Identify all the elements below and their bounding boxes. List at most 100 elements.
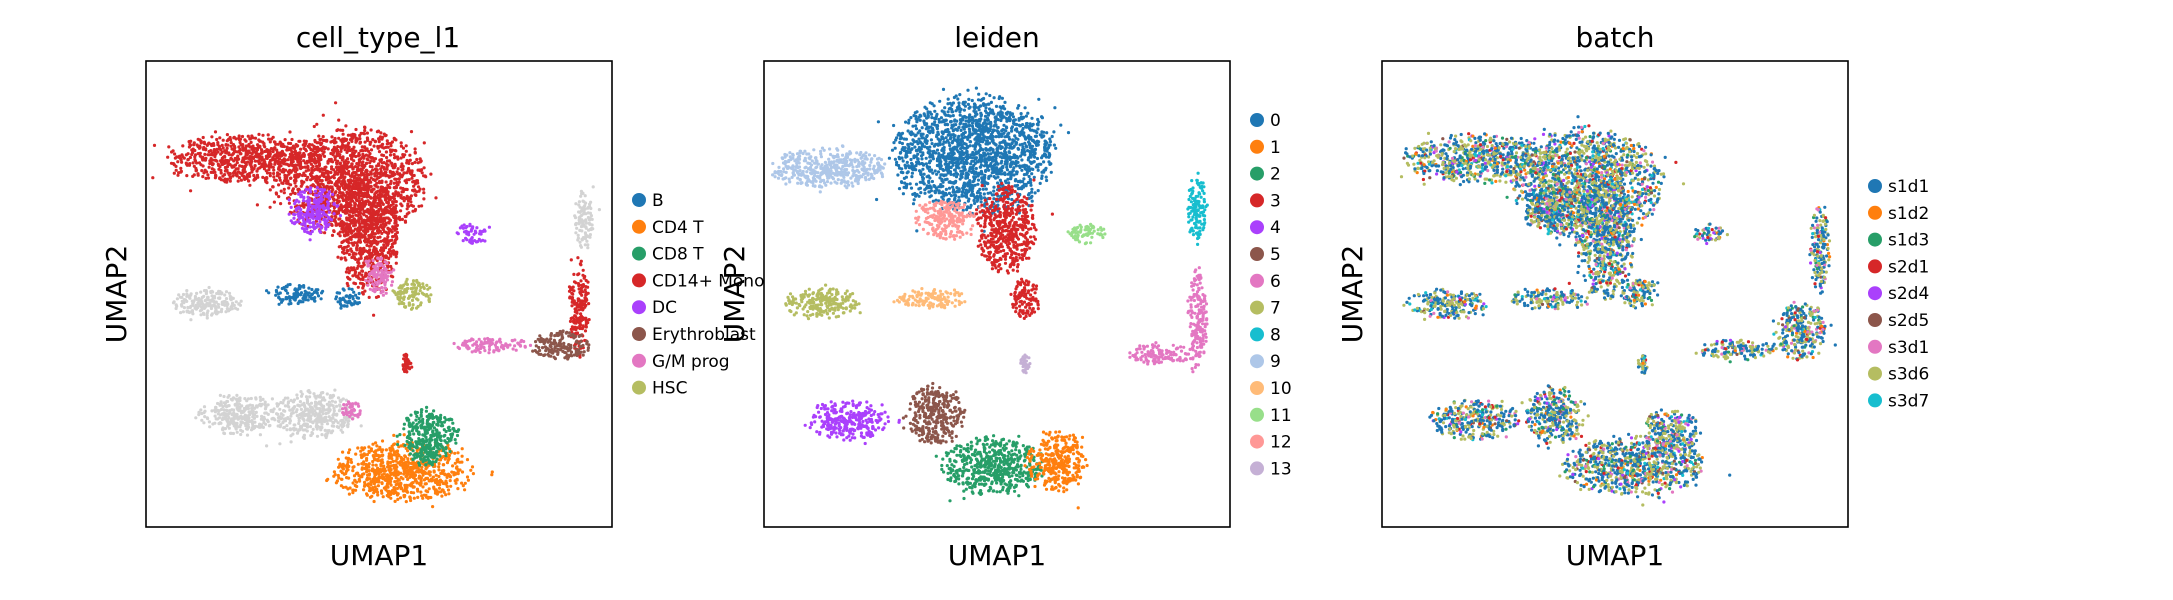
data-point <box>217 296 221 300</box>
data-point <box>481 229 485 233</box>
data-point <box>374 184 378 188</box>
data-point <box>481 238 485 242</box>
data-point <box>440 494 444 498</box>
data-point <box>384 269 388 273</box>
data-point <box>460 470 465 474</box>
data-point <box>181 144 185 148</box>
data-point <box>330 135 334 139</box>
data-point <box>373 219 377 223</box>
data-point <box>476 348 480 352</box>
data-point <box>300 173 305 178</box>
panel-title: cell_type_l1 <box>296 21 460 54</box>
data-point <box>365 453 369 457</box>
data-point <box>575 326 579 330</box>
data-point <box>350 255 354 260</box>
data-point <box>461 239 465 243</box>
data-point <box>458 460 462 464</box>
data-point <box>392 181 396 185</box>
data-point <box>392 226 396 230</box>
data-point <box>523 345 527 349</box>
data-point <box>355 168 359 172</box>
data-point <box>367 280 371 284</box>
data-point <box>205 313 209 318</box>
data-point <box>335 183 339 187</box>
data-point <box>349 231 354 235</box>
data-point <box>359 449 363 453</box>
data-point <box>381 293 385 297</box>
data-point <box>341 225 345 229</box>
data-point <box>361 286 365 290</box>
data-point <box>344 270 348 274</box>
data-point <box>499 340 503 344</box>
data-point <box>392 241 396 245</box>
data-point <box>258 161 262 165</box>
data-point <box>277 195 281 199</box>
data-point <box>360 291 365 295</box>
data-point <box>583 194 587 198</box>
data-point <box>166 155 170 159</box>
data-point <box>385 159 390 163</box>
data-point <box>258 139 262 143</box>
data-point <box>405 282 409 287</box>
data-point <box>215 137 219 142</box>
data-point <box>422 141 426 145</box>
data-point <box>312 124 316 129</box>
data-point <box>232 159 236 163</box>
data-point <box>378 159 383 163</box>
data-point <box>301 222 306 226</box>
data-point <box>344 124 348 128</box>
data-point <box>299 147 303 151</box>
data-point <box>449 484 453 488</box>
data-point <box>279 189 283 193</box>
data-point <box>210 151 214 156</box>
data-point <box>362 188 366 192</box>
data-point <box>363 237 368 241</box>
data-point <box>368 195 372 199</box>
data-point <box>366 219 370 223</box>
data-point <box>240 160 244 164</box>
data-point <box>221 174 225 178</box>
data-point <box>203 152 207 156</box>
data-point <box>335 204 339 208</box>
data-point <box>353 233 357 237</box>
data-point <box>179 311 183 315</box>
data-point <box>221 300 225 304</box>
data-point <box>375 181 379 185</box>
data-point <box>411 188 415 192</box>
data-point <box>402 495 406 499</box>
data-point <box>361 461 365 465</box>
data-point <box>271 165 275 169</box>
data-point <box>360 163 364 167</box>
data-point <box>385 155 389 160</box>
data-point <box>399 444 403 448</box>
data-point <box>327 190 331 194</box>
data-point <box>195 291 199 295</box>
data-point <box>390 283 394 287</box>
data-point <box>353 185 357 189</box>
data-point <box>225 165 230 169</box>
data-point <box>344 469 349 473</box>
data-point <box>535 350 539 354</box>
data-point <box>354 138 358 142</box>
data-point <box>305 216 309 220</box>
data-point <box>345 294 349 298</box>
data-point <box>403 466 407 470</box>
data-point <box>248 137 252 141</box>
data-point <box>392 153 396 157</box>
data-point <box>244 144 248 148</box>
data-point <box>375 273 379 277</box>
data-point <box>425 476 429 481</box>
data-point <box>388 148 393 152</box>
data-point <box>332 206 336 210</box>
data-point <box>376 266 380 270</box>
data-point <box>307 212 311 216</box>
data-point <box>343 182 347 186</box>
data-point <box>200 169 204 173</box>
data-point <box>404 500 408 504</box>
data-point <box>574 223 578 227</box>
data-point <box>306 195 310 199</box>
data-point <box>498 337 502 341</box>
data-point <box>231 296 235 300</box>
data-point <box>291 189 295 193</box>
data-point <box>350 241 354 245</box>
